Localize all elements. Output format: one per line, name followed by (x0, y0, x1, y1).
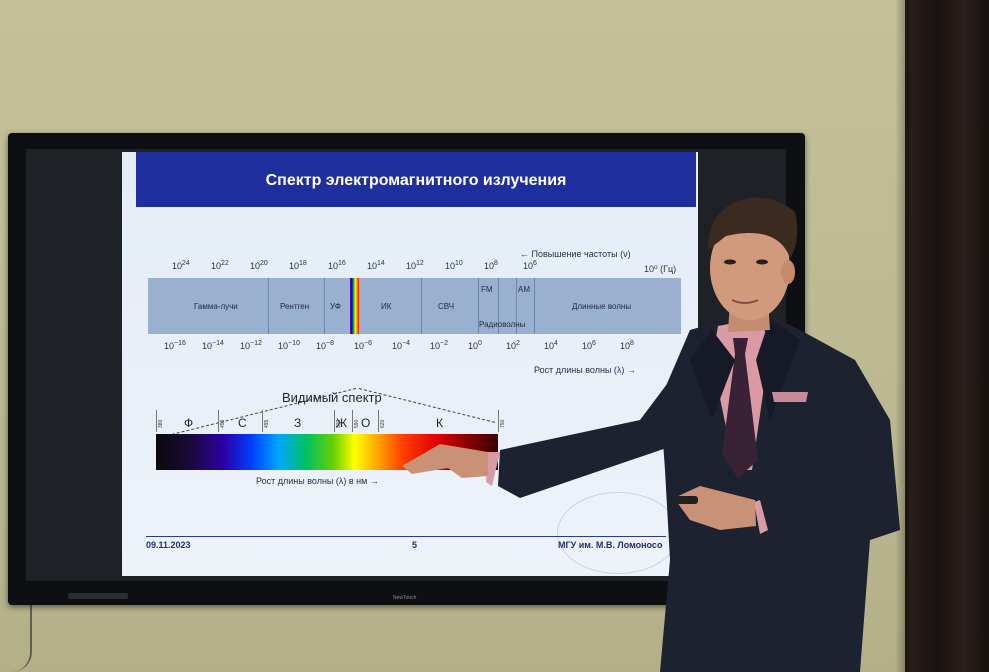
band-label-radio: Радиоволны (479, 320, 526, 329)
presentation-slide: Спектр электромагнитного излучения ← Пов… (122, 152, 698, 576)
band-label-uv: УФ (330, 302, 341, 311)
wavelength-note: Рост длины волны (λ) → (534, 365, 636, 375)
visible-tick (378, 410, 379, 432)
visible-spectrum-title: Видимый спектр (282, 390, 382, 405)
frequency-note: ← Повышение частоты (ν) (520, 249, 631, 259)
frequency-tick-label: 1014 (367, 260, 385, 271)
visible-letter-orange: О (361, 416, 371, 430)
frequency-tick-label: 1016 (328, 260, 346, 271)
frequency-tick-label: 1010 (445, 260, 463, 271)
visible-tick (498, 410, 499, 432)
visible-tick (334, 410, 335, 432)
band-divider (534, 278, 535, 334)
frequency-tick-label: 108 (484, 260, 498, 271)
wavelength-tick-label: 10−8 (316, 340, 334, 351)
visible-letter-yellow: Ж (336, 416, 348, 430)
visible-nm-label: 450 (220, 419, 226, 428)
curtain (905, 0, 989, 672)
wavelength-tick-label: 108 (620, 340, 634, 351)
wavelength-tick-label: 10−12 (240, 340, 262, 351)
frequency-tick-label: 1020 (250, 260, 268, 271)
band-divider (268, 278, 269, 334)
visible-tick (262, 410, 263, 432)
frequency-tick-label: 1018 (289, 260, 307, 271)
visible-nm-label: 750 (500, 419, 506, 428)
band-divider (421, 278, 422, 334)
footer-page-number: 5 (412, 540, 418, 550)
band-label-xray: Рентген (280, 302, 310, 311)
wavelength-tick-label: 10−4 (392, 340, 410, 351)
wavelength-tick-label: 10−6 (354, 340, 372, 351)
wavelength-tick-label: 10−10 (278, 340, 300, 351)
visible-tick (352, 410, 353, 432)
tv-brand: NewTouch (393, 595, 417, 601)
band-label-am: АМ (518, 285, 530, 294)
band-divider (498, 278, 499, 334)
frequency-tick-label: 1024 (172, 260, 190, 271)
visible-nm-label: 620 (380, 419, 386, 428)
visible-letter-red: К (436, 416, 443, 430)
frequency-tick-label: 1022 (211, 260, 229, 271)
visible-nm-label: 380 (158, 419, 164, 428)
wavelength-tick-label: 106 (582, 340, 596, 351)
spectrum-band: Гамма-лучи Рентген УФ ИК СВЧ FM АМ Радио… (148, 278, 681, 334)
visible-tick (156, 410, 157, 432)
wavelength-tick-label: 10−14 (202, 340, 224, 351)
visible-strip (350, 278, 359, 334)
band-label-fm: FM (481, 285, 493, 294)
band-divider (324, 278, 325, 334)
wavelength-tick-label: 102 (506, 340, 520, 351)
band-divider (478, 278, 479, 334)
cable (0, 600, 32, 672)
slide-title: Спектр электромагнитного излучения (265, 172, 567, 189)
band-label-long-waves: Длинные волны (572, 302, 632, 311)
band-label-gamma: Гамма-лучи (194, 302, 238, 311)
visible-spectrum-bar (156, 434, 498, 470)
band-divider (516, 278, 517, 334)
curtain-shadow (895, 0, 909, 672)
visible-wavelength-note: Рост длины волны (λ) в нм → (256, 476, 379, 486)
university-logo-watermark (557, 492, 679, 574)
slide-header: Спектр электромагнитного излучения (136, 152, 696, 207)
wavelength-tick-label: 10−16 (164, 340, 186, 351)
wavelength-tick-label: 100 (468, 340, 482, 351)
frequency-tick-label: 106 (523, 260, 537, 271)
band-label-microwave: СВЧ (438, 302, 455, 311)
frequency-unit: 10⁰ (Гц) (644, 264, 677, 274)
visible-nm-label: 495 (264, 419, 270, 428)
footer-organization: МГУ им. М.В. Ломоносо (558, 540, 663, 550)
visible-letter-green: З (294, 416, 302, 430)
tv-ports (68, 593, 128, 599)
band-label-ir: ИК (381, 302, 392, 311)
footer-date: 09.11.2023 (146, 540, 191, 550)
wavelength-tick-label: 10−2 (430, 340, 448, 351)
frequency-tick-label: 1012 (406, 260, 424, 271)
visible-letter-blue: С (238, 416, 247, 430)
wavelength-tick-label: 104 (544, 340, 558, 351)
footer-rule (146, 536, 666, 537)
visible-nm-label: 590 (354, 419, 360, 428)
visible-tick (218, 410, 219, 432)
visible-letter-violet: Ф (184, 416, 194, 430)
